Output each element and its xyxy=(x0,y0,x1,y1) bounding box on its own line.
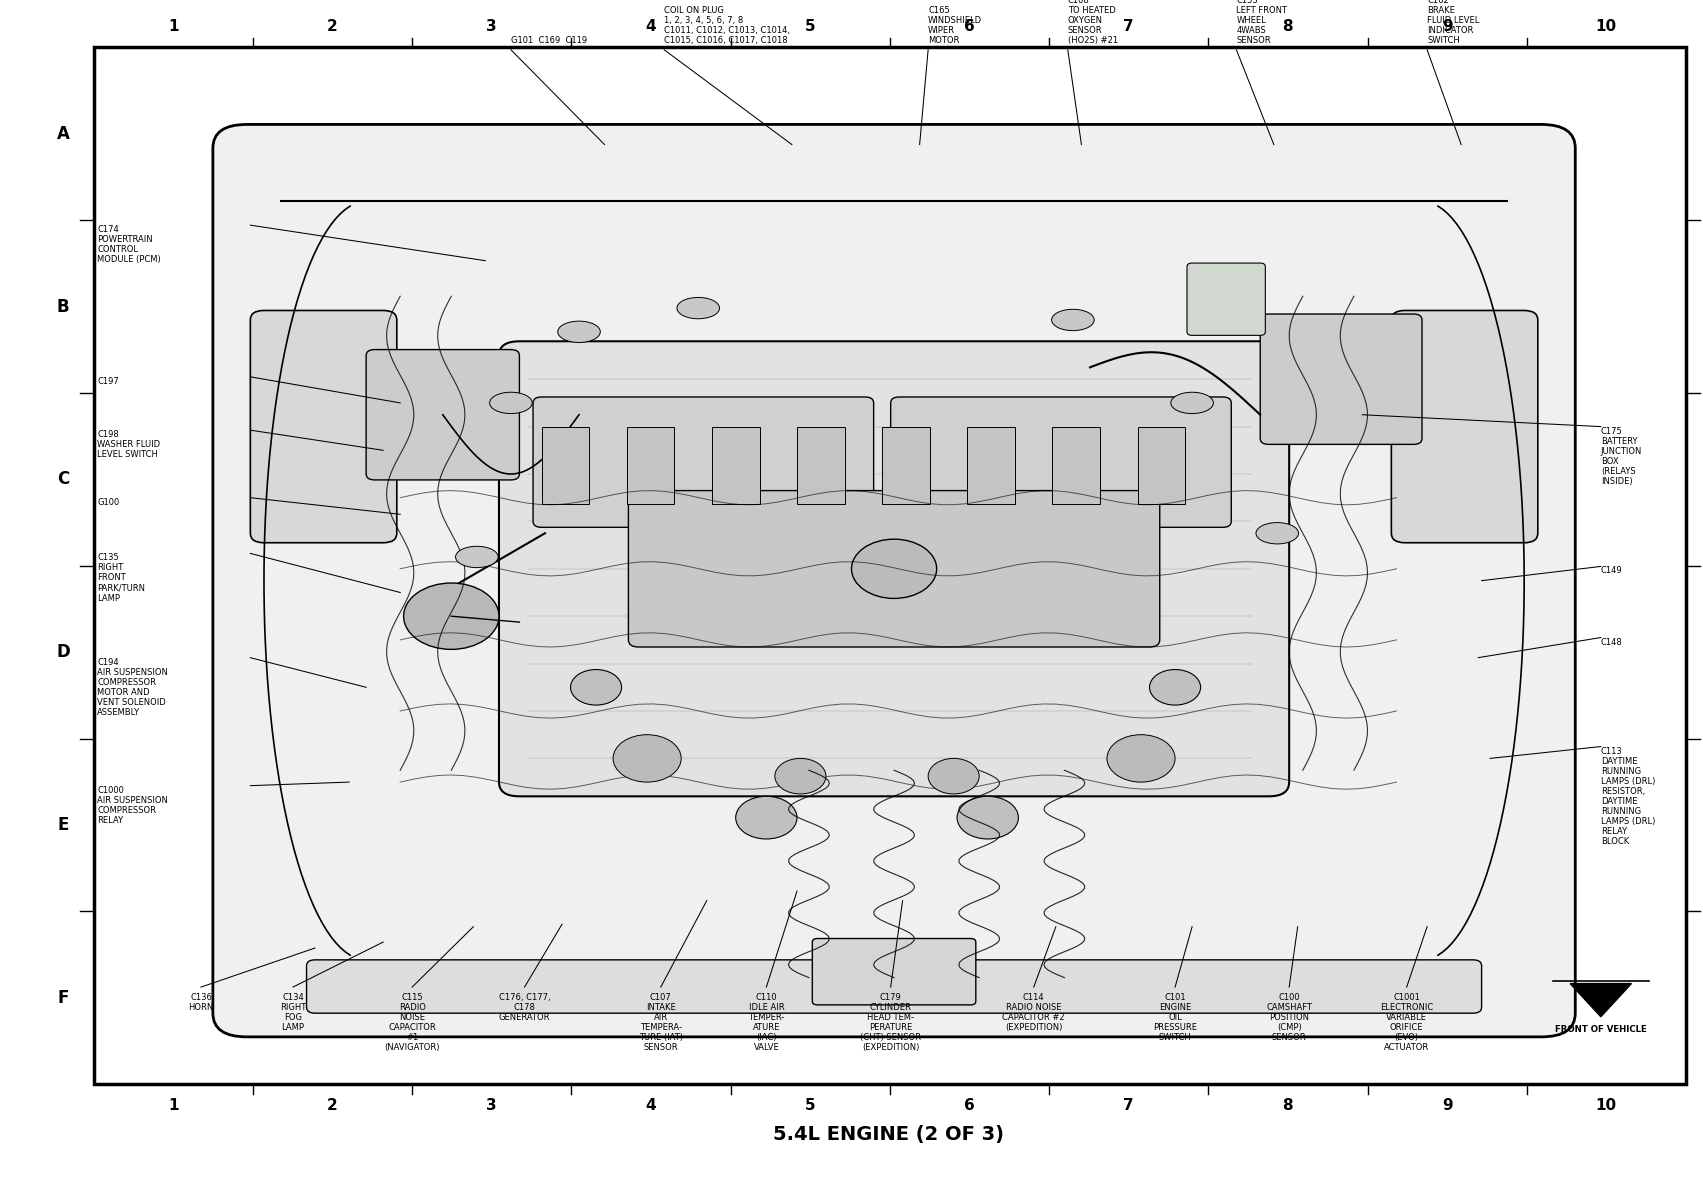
Text: 5: 5 xyxy=(806,1098,816,1113)
Circle shape xyxy=(1150,670,1201,705)
Text: E: E xyxy=(58,816,68,834)
Text: 10: 10 xyxy=(1596,19,1616,33)
Text: FRONT OF VEHICLE: FRONT OF VEHICLE xyxy=(1555,1025,1647,1035)
Ellipse shape xyxy=(490,392,531,414)
Text: 1: 1 xyxy=(169,1098,179,1113)
Text: COIL ON PLUG
1, 2, 3, 4, 5, 6, 7, 8
C1011, C1012, C1013, C1014,
C1015, C1016, C1: COIL ON PLUG 1, 2, 3, 4, 5, 6, 7, 8 C101… xyxy=(664,6,790,45)
Text: C174
POWERTRAIN
CONTROL
MODULE (PCM): C174 POWERTRAIN CONTROL MODULE (PCM) xyxy=(97,225,160,264)
Text: C108
TO HEATED
OXYGEN
SENSOR
(HO2S) #21: C108 TO HEATED OXYGEN SENSOR (HO2S) #21 xyxy=(1068,0,1117,45)
Text: C107
INTAKE
AIR
TEMPERA-
TURE (IAT)
SENSOR: C107 INTAKE AIR TEMPERA- TURE (IAT) SENS… xyxy=(639,993,683,1052)
Text: 9: 9 xyxy=(1442,19,1453,33)
Text: C100
CAMSHAFT
POSITION
(CMP)
SENSOR: C100 CAMSHAFT POSITION (CMP) SENSOR xyxy=(1265,993,1313,1043)
Text: 4: 4 xyxy=(645,1098,656,1113)
Text: A: A xyxy=(56,124,70,143)
FancyBboxPatch shape xyxy=(1187,263,1265,335)
FancyBboxPatch shape xyxy=(1260,314,1422,444)
FancyBboxPatch shape xyxy=(250,310,397,543)
Text: C114
RADIO NOISE
CAPACITOR #2
(EXPEDITION): C114 RADIO NOISE CAPACITOR #2 (EXPEDITIO… xyxy=(1003,993,1064,1032)
FancyBboxPatch shape xyxy=(891,397,1231,527)
Polygon shape xyxy=(1570,984,1631,1017)
Text: 6: 6 xyxy=(964,19,974,33)
Ellipse shape xyxy=(1052,309,1093,331)
Circle shape xyxy=(571,670,622,705)
Text: G101  C169  C119: G101 C169 C119 xyxy=(511,36,588,45)
Text: C110
IDLE AIR
TEMPER-
ATURE
(IAC)
VALVE: C110 IDLE AIR TEMPER- ATURE (IAC) VALVE xyxy=(748,993,785,1052)
Text: 6: 6 xyxy=(964,1098,974,1113)
Ellipse shape xyxy=(1172,392,1213,414)
Ellipse shape xyxy=(456,546,499,568)
Text: C162
BRAKE
FLUID LEVEL
INDICATOR
SWITCH: C162 BRAKE FLUID LEVEL INDICATOR SWITCH xyxy=(1427,0,1480,45)
Text: C1000
AIR SUSPENSION
COMPRESSOR
RELAY: C1000 AIR SUSPENSION COMPRESSOR RELAY xyxy=(97,786,169,825)
Text: C148: C148 xyxy=(1601,638,1623,647)
Text: 5: 5 xyxy=(806,19,816,33)
FancyBboxPatch shape xyxy=(1391,310,1538,543)
Text: C194
AIR SUSPENSION
COMPRESSOR
MOTOR AND
VENT SOLENOID
ASSEMBLY: C194 AIR SUSPENSION COMPRESSOR MOTOR AND… xyxy=(97,658,169,717)
Ellipse shape xyxy=(559,321,601,342)
Text: 2: 2 xyxy=(327,1098,337,1113)
Ellipse shape xyxy=(676,297,719,319)
Circle shape xyxy=(928,758,979,794)
Bar xyxy=(712,427,760,504)
Bar xyxy=(1052,427,1100,504)
Text: C135
RIGHT
FRONT
PARK/TURN
LAMP: C135 RIGHT FRONT PARK/TURN LAMP xyxy=(97,553,145,603)
FancyBboxPatch shape xyxy=(366,350,519,480)
Text: 2: 2 xyxy=(327,19,337,33)
Text: C176, C177,
C178
GENERATOR: C176, C177, C178 GENERATOR xyxy=(499,993,550,1023)
Circle shape xyxy=(957,796,1018,839)
Text: C149: C149 xyxy=(1601,566,1623,576)
Bar xyxy=(1138,427,1185,504)
Text: C179
CYLINDER
HEAD TEM-
PERATURE
(CHT) SENSOR
(EXPEDITION): C179 CYLINDER HEAD TEM- PERATURE (CHT) S… xyxy=(860,993,921,1052)
Text: 7: 7 xyxy=(1124,1098,1134,1113)
Text: C134
RIGHT
FOG
LAMP: C134 RIGHT FOG LAMP xyxy=(279,993,307,1032)
Text: C175
BATTERY
JUNCTION
BOX
(RELAYS
INSIDE): C175 BATTERY JUNCTION BOX (RELAYS INSIDE… xyxy=(1601,427,1642,486)
Text: G100: G100 xyxy=(97,498,119,507)
FancyBboxPatch shape xyxy=(307,960,1482,1013)
Text: C165
WINDSHIELD
WIPER
MOTOR: C165 WINDSHIELD WIPER MOTOR xyxy=(928,6,983,45)
FancyBboxPatch shape xyxy=(812,939,976,1005)
Bar xyxy=(967,427,1015,504)
Text: 3: 3 xyxy=(487,19,497,33)
Text: 5.4L ENGINE (2 OF 3): 5.4L ENGINE (2 OF 3) xyxy=(773,1125,1005,1144)
Bar xyxy=(627,427,674,504)
Text: C198
WASHER FLUID
LEVEL SWITCH: C198 WASHER FLUID LEVEL SWITCH xyxy=(97,430,160,460)
Text: 8: 8 xyxy=(1282,19,1293,33)
Text: 8: 8 xyxy=(1282,1098,1293,1113)
Circle shape xyxy=(775,758,826,794)
Text: C1001
ELECTRONIC
VARIABLE
ORIFICE
(EVO)
ACTUATOR: C1001 ELECTRONIC VARIABLE ORIFICE (EVO) … xyxy=(1379,993,1434,1052)
Text: 10: 10 xyxy=(1596,1098,1616,1113)
Bar xyxy=(797,427,845,504)
FancyBboxPatch shape xyxy=(533,397,874,527)
Bar xyxy=(542,427,589,504)
Text: C115
RADIO
NOISE
CAPACITOR
#1
(NAVIGATOR): C115 RADIO NOISE CAPACITOR #1 (NAVIGATOR… xyxy=(385,993,439,1052)
FancyBboxPatch shape xyxy=(628,491,1160,647)
Bar xyxy=(94,47,1686,1084)
Circle shape xyxy=(613,735,681,782)
Text: F: F xyxy=(58,988,68,1007)
Text: C101
ENGINE
OIL
PRESSURE
SWITCH: C101 ENGINE OIL PRESSURE SWITCH xyxy=(1153,993,1197,1043)
Text: C153
LEFT FRONT
WHEEL
4WABS
SENSOR: C153 LEFT FRONT WHEEL 4WABS SENSOR xyxy=(1236,0,1287,45)
FancyBboxPatch shape xyxy=(213,124,1575,1037)
Circle shape xyxy=(736,796,797,839)
Text: B: B xyxy=(56,297,70,315)
Bar xyxy=(882,427,930,504)
Text: C197: C197 xyxy=(97,377,119,386)
Text: 7: 7 xyxy=(1124,19,1134,33)
FancyBboxPatch shape xyxy=(499,341,1289,796)
Text: C113
DAYTIME
RUNNING
LAMPS (DRL)
RESISTOR,
DAYTIME
RUNNING
LAMPS (DRL)
RELAY
BLO: C113 DAYTIME RUNNING LAMPS (DRL) RESISTO… xyxy=(1601,747,1655,846)
Text: 1: 1 xyxy=(169,19,179,33)
Text: C136
HORN: C136 HORN xyxy=(189,993,213,1012)
Text: 4: 4 xyxy=(645,19,656,33)
Text: 3: 3 xyxy=(487,1098,497,1113)
Circle shape xyxy=(404,583,499,649)
Circle shape xyxy=(1107,735,1175,782)
Text: 9: 9 xyxy=(1442,1098,1453,1113)
Text: C: C xyxy=(56,470,70,488)
Circle shape xyxy=(852,539,937,598)
Text: D: D xyxy=(56,643,70,661)
Ellipse shape xyxy=(1257,523,1298,544)
